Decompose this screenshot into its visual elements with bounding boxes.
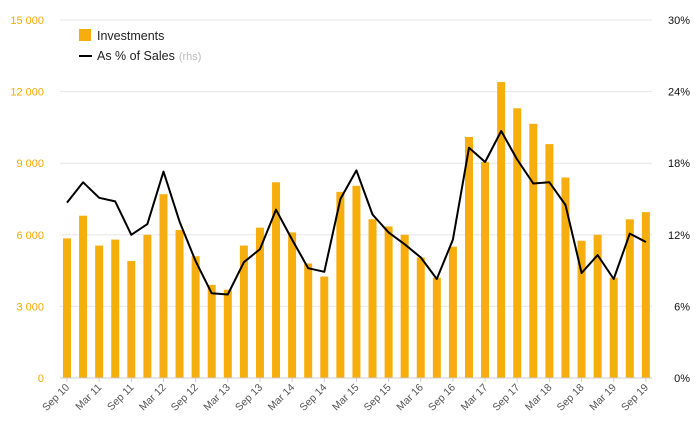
legend-investments-swatch xyxy=(79,29,91,41)
right-tick-label: 6% xyxy=(674,301,690,313)
investment-bar xyxy=(191,256,200,378)
legend-investments-label: Investments xyxy=(97,29,164,43)
x-tick-label: Sep 17 xyxy=(490,382,522,414)
x-tick-label: Mar 15 xyxy=(330,382,362,414)
left-tick-label: 6 000 xyxy=(16,230,44,242)
left-tick-label: 3 000 xyxy=(16,301,44,313)
right-tick-label: 12% xyxy=(668,230,690,242)
investment-bar xyxy=(304,263,313,378)
investment-bar xyxy=(465,136,473,378)
right-tick-label: 30% xyxy=(668,15,690,27)
right-tick-label: 24% xyxy=(668,87,690,99)
left-axis-ticks: 0 3 000 6 000 9 000 12 000 15 000 xyxy=(10,15,44,385)
investment-bar xyxy=(513,108,522,378)
x-tick-label: Mar 13 xyxy=(201,382,233,414)
investment-bar xyxy=(545,144,554,378)
investment-bar xyxy=(609,277,618,378)
left-tick-label: 12 000 xyxy=(10,87,44,99)
investment-bar xyxy=(368,219,377,378)
investment-bar xyxy=(384,226,393,378)
investment-bar xyxy=(448,246,457,378)
investment-bar xyxy=(416,257,425,378)
left-tick-label: 15 000 xyxy=(10,15,44,27)
investment-bar xyxy=(336,191,345,378)
investment-bar xyxy=(272,182,281,378)
x-tick-label: Sep 13 xyxy=(233,382,265,414)
x-tick-label: Mar 19 xyxy=(587,382,619,414)
x-axis-ticks: Sep 10 Mar 11 Sep 11 Mar 12 Sep 12 Mar 13 Sep … xyxy=(40,378,651,414)
x-tick-label: Sep 10 xyxy=(40,382,72,414)
investment-bar xyxy=(95,245,104,378)
right-tick-label: 0% xyxy=(674,373,690,385)
x-tick-label: Mar 11 xyxy=(73,382,104,413)
legend-ratio-note: (rhs) xyxy=(179,51,202,63)
investment-bar xyxy=(143,234,152,378)
investment-bar xyxy=(79,215,88,378)
investment-bar xyxy=(593,234,602,378)
x-tick-label: Mar 16 xyxy=(394,382,426,414)
investment-bar xyxy=(432,277,441,378)
investment-bar xyxy=(529,123,538,378)
x-tick-label: Mar 18 xyxy=(523,382,555,414)
investment-bar xyxy=(127,261,136,378)
left-tick-label: 9 000 xyxy=(16,158,44,170)
investment-bar xyxy=(577,240,586,378)
investment-bar xyxy=(641,212,650,378)
investment-bar xyxy=(255,227,264,378)
investment-bar xyxy=(111,239,120,378)
investment-bar xyxy=(561,177,570,378)
legend-ratio-label: As % of Sales (rhs) xyxy=(97,49,201,63)
investment-bar xyxy=(481,162,490,378)
x-tick-label: Sep 16 xyxy=(426,382,458,414)
investment-bar xyxy=(352,185,361,378)
legend: Investments As % of Sales (rhs) xyxy=(79,29,201,63)
investment-bar xyxy=(63,238,71,378)
investment-bar xyxy=(159,194,168,378)
investment-bar xyxy=(175,230,184,378)
investment-bar xyxy=(207,284,216,378)
investment-bar xyxy=(288,232,297,378)
x-tick-label: Sep 19 xyxy=(619,382,651,414)
investment-bar xyxy=(320,276,329,378)
investment-bar xyxy=(223,289,232,378)
sales-ratio-line xyxy=(66,130,647,296)
right-tick-label: 18% xyxy=(668,158,690,170)
x-tick-label: Mar 17 xyxy=(459,382,491,414)
investment-bar xyxy=(625,219,634,378)
investment-bar xyxy=(239,245,248,378)
x-tick-label: Mar 14 xyxy=(266,382,298,414)
left-tick-label: 0 xyxy=(38,373,44,385)
x-tick-label: Sep 15 xyxy=(362,382,394,414)
investment-bars xyxy=(63,82,650,378)
investment-bar xyxy=(497,82,506,378)
x-tick-label: Sep 11 xyxy=(105,382,137,414)
x-tick-label: Sep 12 xyxy=(169,382,201,414)
legend-ratio-name: As % of Sales xyxy=(97,49,175,63)
investment-bar xyxy=(400,234,409,378)
x-tick-label: Mar 12 xyxy=(137,382,169,414)
x-tick-label: Sep 18 xyxy=(555,382,587,414)
right-axis-ticks: 0% 6% 12% 18% 24% 30% xyxy=(668,15,690,385)
x-tick-label: Sep 14 xyxy=(297,382,329,414)
